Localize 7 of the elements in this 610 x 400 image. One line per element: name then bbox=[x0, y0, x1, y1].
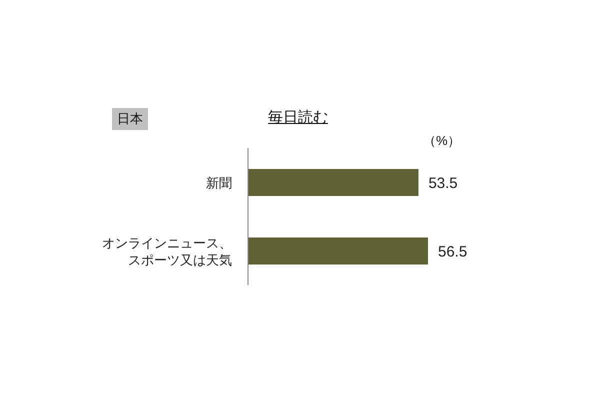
x-axis-title: （%） bbox=[423, 132, 461, 150]
y-tick-label: 新聞 bbox=[206, 174, 232, 190]
y-tick-label: オンラインニュース、スポーツ又は天気 bbox=[102, 234, 232, 267]
data-label: 53.5 bbox=[428, 174, 458, 192]
data-label: 56.5 bbox=[438, 243, 468, 260]
chart-title: 毎日読む bbox=[267, 108, 329, 127]
text: 日本 bbox=[112, 108, 148, 130]
